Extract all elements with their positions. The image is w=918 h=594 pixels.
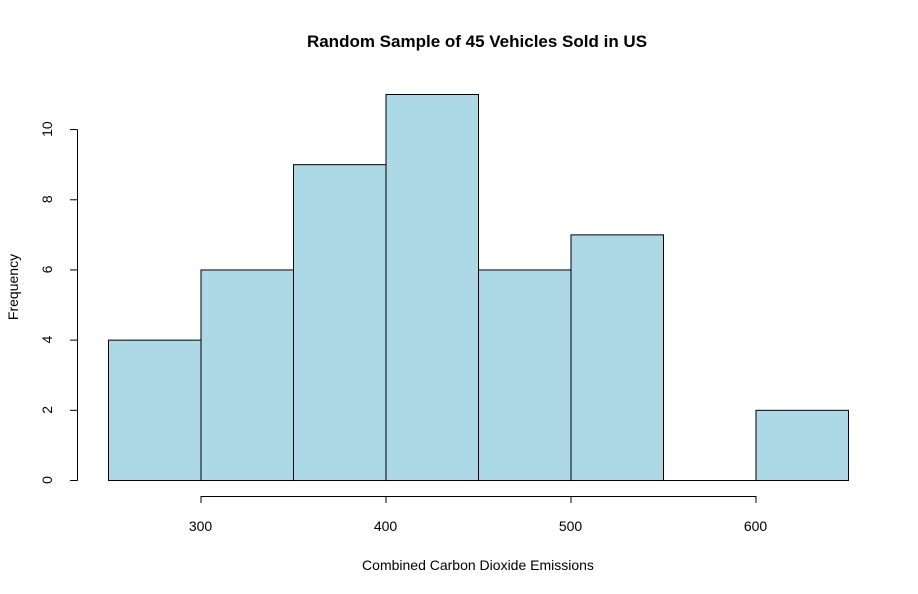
- x-axis-label: Combined Carbon Dioxide Emissions: [362, 557, 594, 573]
- y-axis: 0 2 4 6 8 10: [39, 121, 78, 484]
- histogram-bar-600-650: [755, 409, 849, 481]
- y-tick-label-0: 0: [39, 476, 55, 484]
- x-tick-label-500: 500: [559, 518, 583, 534]
- x-axis: 300 400 500 600: [189, 496, 768, 534]
- histogram-bar-400-450: [385, 94, 479, 481]
- histogram-bar-300-350: [200, 269, 294, 482]
- y-tick-label-4: 4: [39, 336, 55, 344]
- chart-title: Random Sample of 45 Vehicles Sold in US: [307, 32, 647, 51]
- histogram-bar-250-300: [108, 339, 202, 481]
- histogram-bars: [108, 94, 849, 482]
- histogram-bar-500-550: [570, 234, 664, 481]
- y-tick-label-10: 10: [39, 121, 55, 137]
- y-axis-label: Frequency: [5, 254, 21, 320]
- y-tick-label-8: 8: [39, 195, 55, 203]
- histogram-bar-450-500: [478, 269, 572, 482]
- histogram-bar-350-400: [293, 164, 387, 481]
- y-tick-label-6: 6: [39, 265, 55, 273]
- x-tick-label-300: 300: [189, 518, 213, 534]
- x-tick-label-400: 400: [374, 518, 398, 534]
- y-tick-label-2: 2: [39, 406, 55, 414]
- x-tick-label-600: 600: [744, 518, 768, 534]
